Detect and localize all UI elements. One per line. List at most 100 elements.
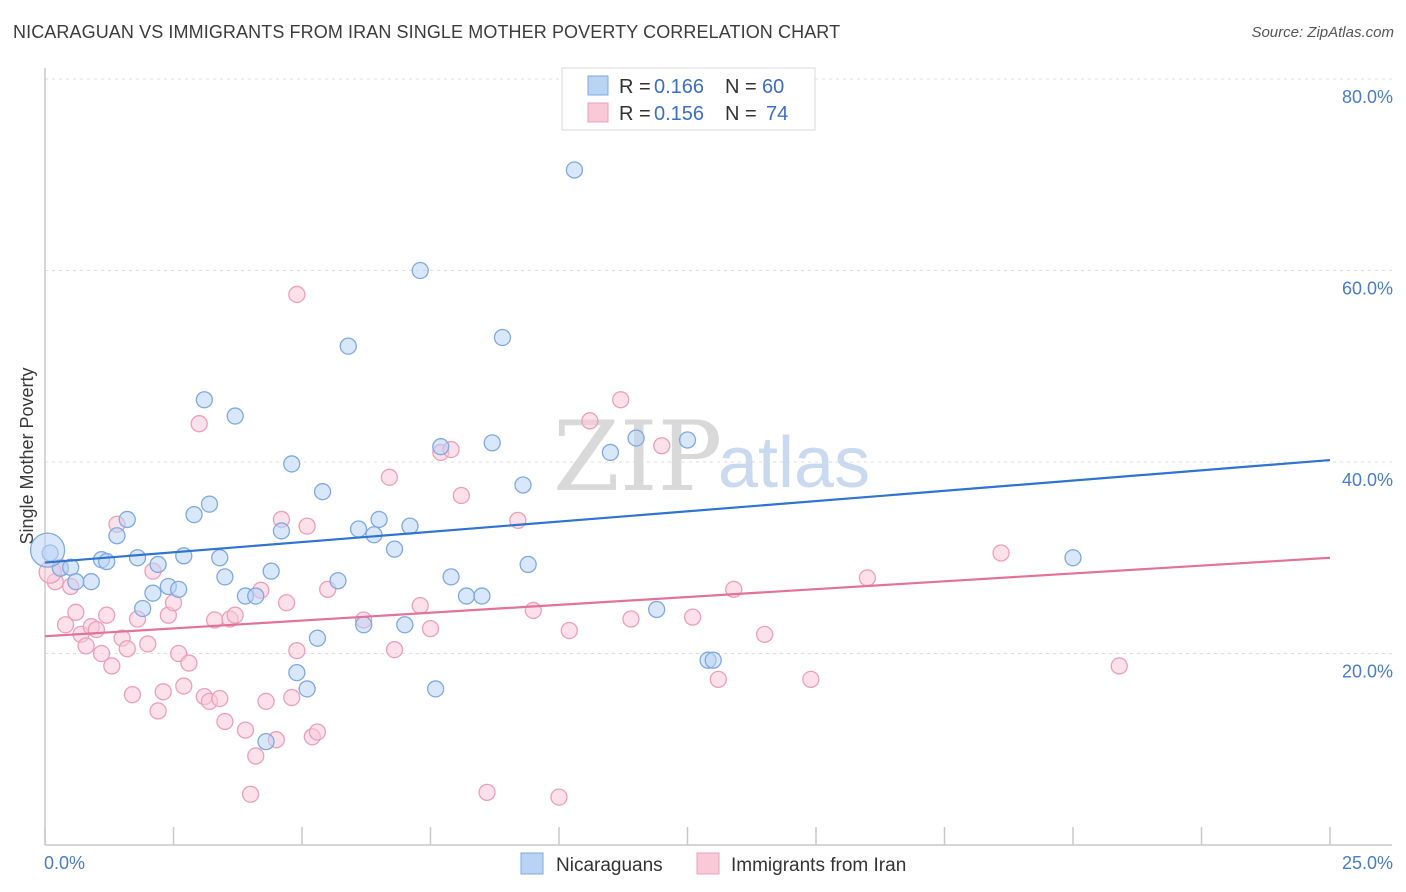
legend-swatch-nicaraguans	[587, 75, 609, 96]
data-point	[77, 637, 95, 655]
data-point	[683, 608, 702, 626]
legend-r-value-nicaraguans: 0.166	[654, 76, 704, 98]
data-point	[339, 337, 357, 355]
data-point-cluster	[29, 532, 66, 568]
data-point	[622, 610, 640, 628]
y-tick-label: 60.0%	[1342, 279, 1393, 299]
legend-r-label-1: R =	[619, 76, 651, 98]
legend-n-value-nicaraguans: 60	[762, 76, 784, 98]
legend-n-label-2: N =	[725, 103, 757, 125]
data-point	[144, 584, 162, 602]
data-point	[396, 616, 414, 634]
y-tick-labels: 20.0% 40.0% 60.0% 80.0%	[1342, 87, 1393, 682]
data-point	[581, 412, 599, 430]
x-tick-label-max: 25.0%	[1342, 853, 1393, 873]
data-point	[612, 391, 630, 409]
data-point	[560, 621, 578, 640]
bottom-legend-label-nicaraguans[interactable]: Nicaraguans	[556, 855, 663, 876]
data-point	[329, 572, 347, 590]
data-point	[288, 641, 306, 660]
trend-line-nicaraguans	[44, 458, 1331, 564]
data-point	[118, 510, 136, 529]
data-point	[426, 680, 445, 698]
data-point	[247, 587, 265, 605]
data-point	[385, 641, 404, 659]
data-point	[154, 683, 172, 701]
series-immigrants-from-iran	[38, 285, 1128, 806]
data-point	[1110, 657, 1128, 675]
bottom-legend-label-immigrants-from-iran[interactable]: Immigrants from Iran	[731, 855, 906, 876]
data-point	[380, 468, 399, 486]
data-point	[277, 594, 296, 612]
data-point	[56, 616, 75, 634]
data-point	[82, 573, 100, 591]
data-point	[653, 437, 671, 455]
data-point	[283, 455, 301, 473]
data-point	[128, 549, 147, 567]
data-point	[514, 476, 532, 494]
data-point	[298, 517, 316, 535]
data-point	[524, 601, 542, 620]
source-label: Source: ZipAtlas.com	[1251, 24, 1394, 41]
data-point	[190, 415, 208, 433]
y-tick-label: 20.0%	[1342, 662, 1393, 682]
data-point	[123, 686, 142, 704]
data-point	[108, 527, 126, 545]
data-point	[313, 483, 332, 501]
data-point	[216, 712, 234, 731]
data-point	[709, 670, 727, 689]
data-point	[308, 629, 327, 647]
legend-r-label-2: R =	[619, 103, 651, 125]
data-point	[200, 495, 219, 513]
x-axis-ticks	[44, 827, 1331, 845]
data-point	[288, 664, 306, 682]
data-point	[288, 285, 306, 304]
data-point	[627, 429, 645, 447]
data-point	[678, 431, 697, 449]
series-legend: Nicaraguans Immigrants from Iran	[520, 852, 906, 876]
data-point	[421, 619, 440, 638]
data-point	[216, 568, 234, 586]
data-point	[432, 438, 450, 456]
data-point	[175, 677, 193, 695]
data-point	[457, 587, 476, 605]
data-point	[87, 620, 106, 639]
y-axis-label: Single Mother Poverty	[17, 367, 37, 544]
data-point	[149, 555, 167, 574]
data-point	[139, 635, 157, 653]
legend-n-value-immigrants-from-iran: 74	[766, 103, 788, 125]
data-point	[98, 552, 116, 571]
data-point	[483, 434, 501, 452]
data-point	[802, 670, 820, 689]
data-point	[262, 562, 280, 580]
data-point	[92, 644, 111, 663]
data-point	[241, 785, 260, 803]
y-tick-label: 80.0%	[1342, 87, 1393, 107]
data-point	[648, 600, 666, 619]
legend-swatch-immigrants-from-iran	[587, 102, 609, 123]
data-point	[103, 657, 121, 675]
data-point	[257, 692, 275, 711]
data-point	[452, 486, 470, 505]
data-point	[185, 506, 203, 524]
data-point	[704, 651, 722, 669]
bottom-legend-swatch-nicaraguans[interactable]	[520, 852, 544, 875]
legend-n-label-1: N =	[725, 76, 757, 98]
data-point	[226, 606, 244, 624]
watermark-atlas: atlas	[718, 423, 870, 503]
data-point	[169, 580, 188, 598]
data-point	[67, 603, 85, 621]
data-point	[247, 747, 265, 765]
data-point	[67, 573, 85, 591]
data-point	[411, 261, 429, 280]
data-point	[195, 391, 213, 409]
bottom-legend-swatch-immigrants-from-iran[interactable]	[696, 852, 720, 875]
data-point	[478, 783, 496, 801]
data-point	[272, 522, 291, 540]
trend-line-immigrants-from-iran	[44, 556, 1331, 638]
data-point	[298, 680, 316, 698]
data-point	[257, 732, 275, 751]
data-point	[493, 328, 512, 347]
data-point	[519, 555, 537, 574]
